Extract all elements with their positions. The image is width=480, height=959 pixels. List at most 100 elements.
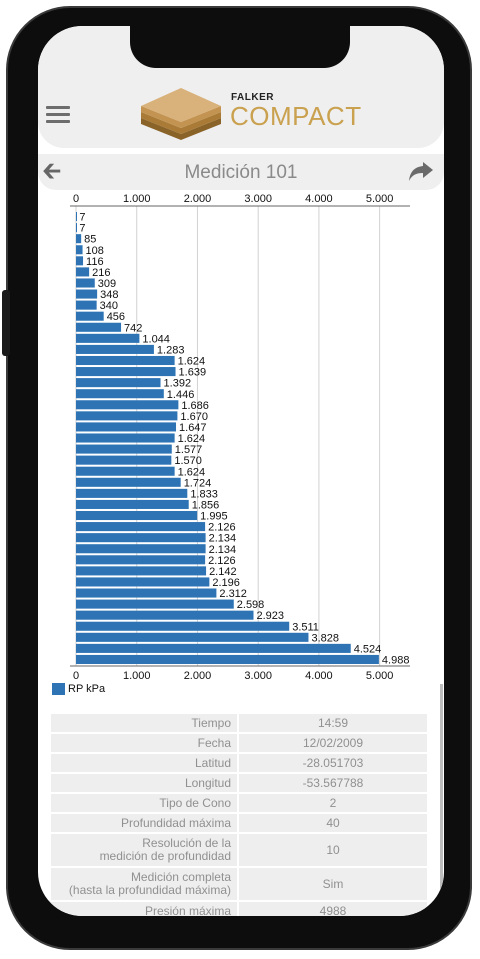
bar (76, 444, 172, 454)
bar-value-label: 108 (86, 245, 104, 257)
bar-value-label: 2.134 (209, 544, 237, 556)
bar (76, 621, 290, 631)
info-label: Longitud (51, 774, 237, 792)
info-label: Tiempo (51, 714, 237, 732)
bar (76, 278, 95, 288)
bar (76, 411, 178, 421)
bar-value-label: 2.196 (212, 577, 240, 589)
phone-side-button (2, 290, 10, 356)
bar-value-label: 1.833 (190, 488, 218, 500)
bar (76, 577, 210, 587)
bar-value-label: 1.624 (178, 433, 206, 445)
legend-swatch (52, 682, 65, 695)
bar (76, 654, 379, 665)
bar (76, 322, 122, 332)
x-tick-label-bottom: 3.000 (244, 670, 272, 680)
info-row: Resolución de la medición de profundidad… (51, 834, 427, 866)
bar-value-label: 7 (79, 212, 85, 224)
bar (76, 389, 164, 399)
bar-value-label: 2.134 (209, 533, 237, 545)
info-row: Tiempo 14:59 (51, 714, 427, 732)
bar-value-label: 1.577 (175, 444, 203, 456)
x-tick-label-top: 5.000 (366, 193, 394, 205)
bar (76, 300, 97, 310)
bar (76, 333, 140, 343)
info-label: Latitud (51, 754, 237, 772)
bar (76, 422, 177, 432)
info-value: 2 (239, 794, 427, 812)
falker-logo (141, 88, 221, 140)
bar (76, 256, 84, 266)
info-row: Fecha 12/02/2009 (51, 734, 427, 752)
bar (76, 643, 351, 653)
bar (76, 289, 98, 299)
phone-notch (130, 26, 350, 68)
info-value: 40 (239, 814, 427, 832)
info-label: Profundidad máxima (51, 814, 237, 832)
info-row: Latitud -28.051703 (51, 754, 427, 772)
x-tick-label-top: 1.000 (123, 193, 151, 205)
bar (76, 267, 90, 277)
bar (76, 599, 234, 609)
info-value: -28.051703 (239, 754, 427, 772)
legend-label: RP kPa (68, 682, 106, 695)
bar-value-label: 2.923 (257, 610, 285, 622)
menu-icon[interactable] (46, 106, 70, 123)
bar (76, 311, 104, 321)
info-value: -53.567788 (239, 774, 427, 792)
bar (76, 555, 206, 565)
bar-value-label: 1.446 (167, 389, 195, 401)
bar (76, 212, 77, 222)
bar-value-label: 3.828 (311, 632, 339, 644)
info-row: Tipo de Cono 2 (51, 794, 427, 812)
bar-value-label: 1.283 (157, 344, 185, 356)
bar (76, 499, 189, 509)
bar-value-label: 309 (98, 278, 116, 290)
bar (76, 510, 198, 521)
app-screen: FALKER COMPACT 🡰 Medición 101 0 0 1.000 1.0… (38, 26, 444, 916)
bar-value-label: 1.686 (181, 400, 209, 412)
page-title: Medición 101 (184, 162, 298, 183)
scrollbar[interactable] (440, 684, 443, 914)
bar (76, 367, 176, 377)
bar-value-label: 2.598 (237, 599, 265, 611)
x-tick-label-bottom: 1.000 (123, 670, 151, 680)
x-tick-label-top: 2.000 (184, 193, 212, 205)
info-label: Fecha (51, 734, 237, 752)
bar (76, 610, 254, 620)
bar (76, 234, 82, 244)
info-value: 10 (239, 834, 427, 866)
x-tick-label-bottom: 4.000 (305, 670, 333, 680)
x-tick-label-bottom: 2.000 (184, 670, 212, 680)
bar (76, 245, 83, 255)
back-arrow-icon[interactable]: 🡰 (42, 158, 62, 185)
bar-value-label: 1.044 (142, 333, 170, 345)
bar (76, 533, 206, 543)
info-value: 14:59 (239, 714, 427, 732)
bar-value-label: 742 (124, 322, 142, 334)
bar (76, 588, 217, 598)
bar (76, 433, 175, 443)
bar (76, 544, 206, 554)
bar-value-label: 4.524 (354, 643, 382, 655)
bar (76, 477, 181, 487)
bar-value-label: 1.639 (179, 367, 207, 379)
share-icon[interactable] (408, 158, 434, 184)
bar-value-label: 340 (100, 300, 118, 312)
bar (76, 400, 179, 410)
info-row: Longitud -53.567788 (51, 774, 427, 792)
bar-value-label: 85 (84, 234, 96, 246)
bar-value-label: 1.647 (179, 422, 207, 434)
x-tick-label-bottom: 0 (73, 670, 79, 680)
brand-name: COMPACT (230, 101, 362, 131)
brand-subtitle: FALKER (231, 92, 274, 103)
bar (76, 632, 309, 642)
page-navbar: 🡰 Medición 101 (38, 154, 444, 190)
info-row: Medición completa (hasta la profundidad … (51, 868, 427, 900)
measurement-info-table: Tiempo 14:59 Fecha 12/02/2009 Latitud -28.051… (51, 714, 427, 916)
bar-value-label: 2.126 (208, 522, 236, 534)
info-label: Resolución de la medición de profundidad (51, 834, 237, 866)
bar-value-label: 1.856 (192, 499, 220, 511)
bar-value-label: 4.988 (382, 655, 410, 667)
bar (76, 378, 161, 388)
